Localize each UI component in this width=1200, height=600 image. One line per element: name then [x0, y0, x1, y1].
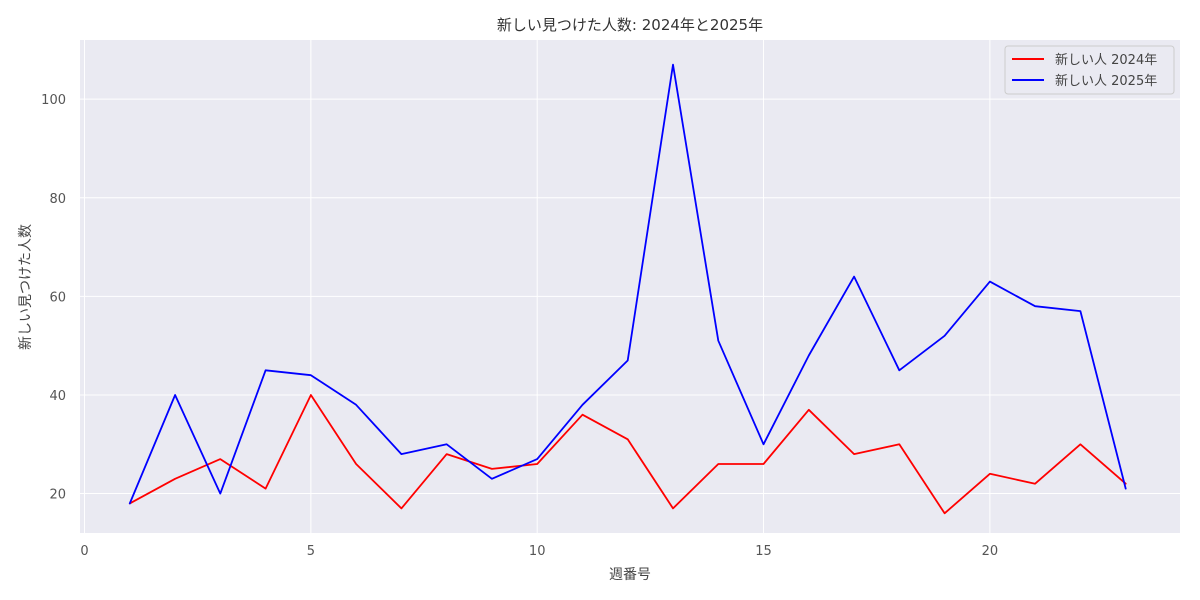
legend: 新しい人 2024年 新しい人 2025年 — [1004, 45, 1175, 95]
legend-box — [1004, 45, 1175, 95]
series-lines — [128, 63, 1127, 515]
plot-background — [80, 40, 1180, 533]
x-tick-label: 20 — [982, 544, 999, 559]
y-axis-label: 新しい見つけた人数 — [18, 224, 34, 350]
series-line-2025 — [128, 63, 1127, 505]
y-tick-label: 60 — [49, 290, 66, 305]
y-tick-label: 40 — [49, 389, 66, 404]
x-tick-label: 15 — [755, 544, 772, 559]
x-tick-label: 5 — [307, 544, 315, 559]
y-tick-label: 20 — [49, 488, 66, 503]
tick-labels: 0 5 10 15 20 20 40 60 80 100 — [41, 93, 998, 559]
chart-title: 新しい見つけた人数: 2024年と2025年 — [497, 16, 763, 34]
legend-label-2025: 新しい人 2025年 — [1055, 73, 1157, 89]
grid — [80, 40, 1180, 533]
x-tick-label: 10 — [529, 544, 546, 559]
legend-label-2024: 新しい人 2024年 — [1055, 52, 1157, 68]
x-axis-label: 週番号 — [609, 567, 651, 583]
y-tick-label: 100 — [41, 93, 66, 108]
series-line-2024 — [128, 394, 1127, 515]
y-tick-label: 80 — [49, 192, 66, 207]
x-tick-label: 0 — [80, 544, 88, 559]
